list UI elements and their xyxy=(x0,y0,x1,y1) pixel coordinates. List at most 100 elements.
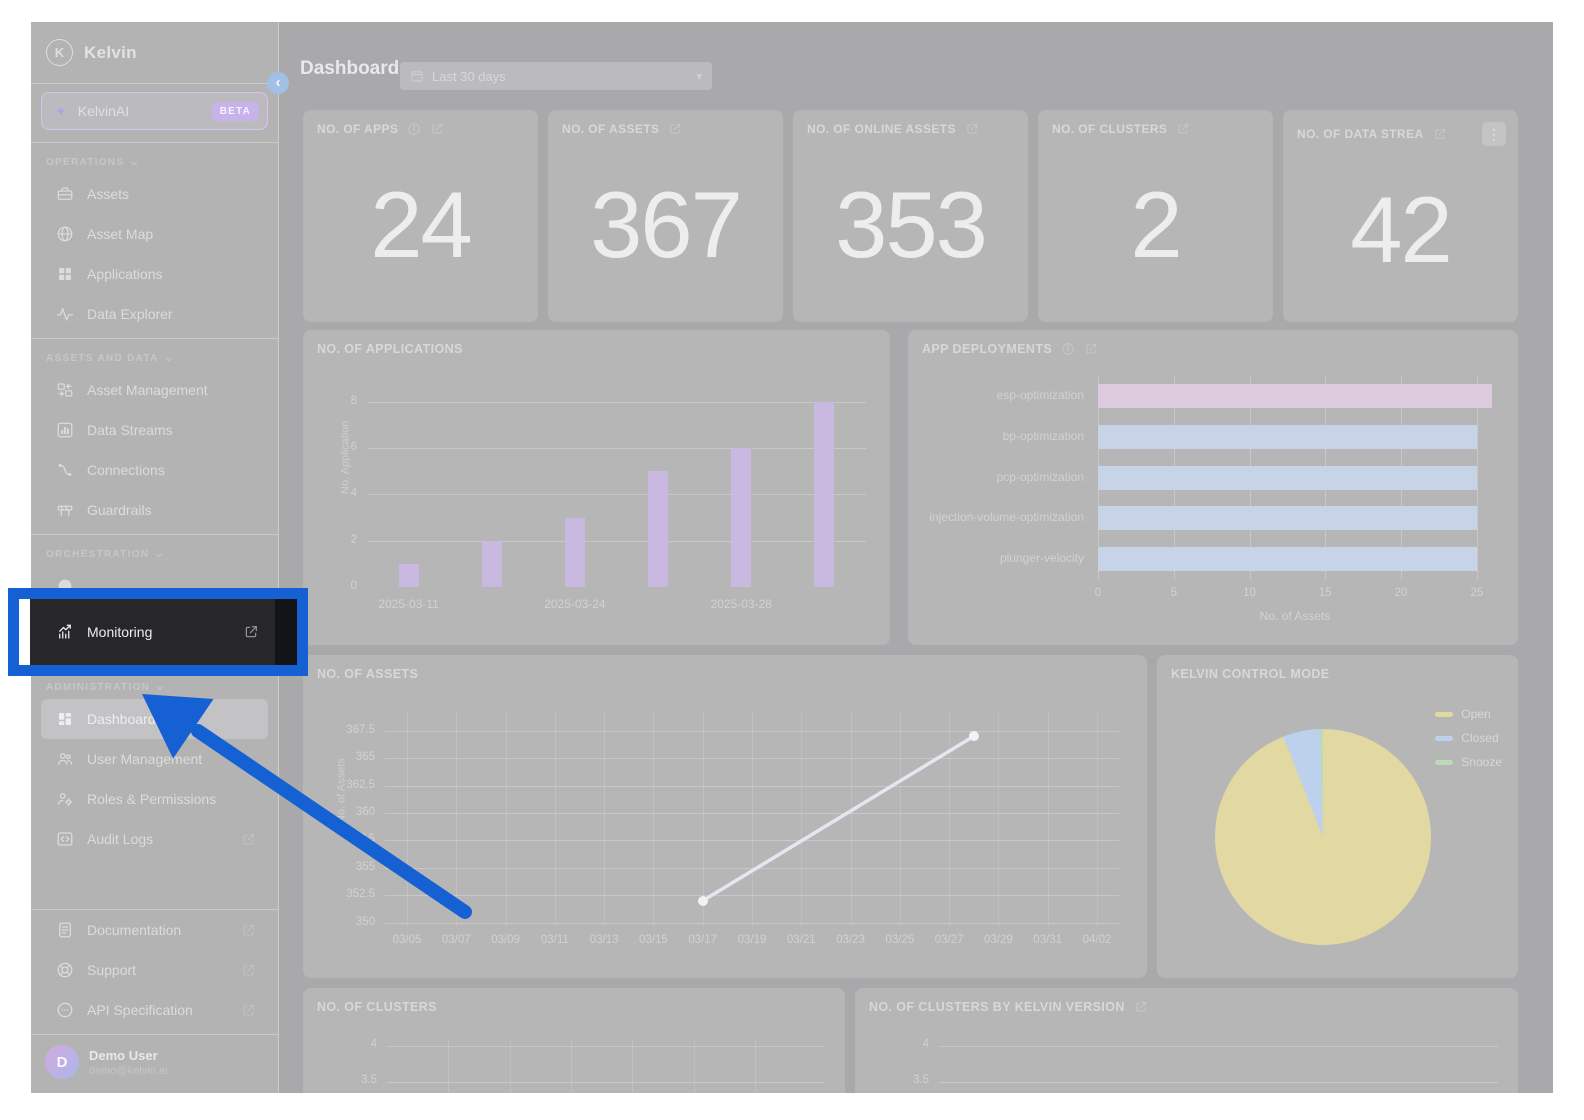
bar-plot: 0 2 4 6 8 2025-03-11 2025-03-24 2025-03-28 xyxy=(351,388,866,611)
sidebar-collapse-button[interactable]: ‹ xyxy=(267,72,289,94)
stat-card-title: NO. OF CLUSTERS xyxy=(1052,122,1168,136)
legend: Open Closed Snooze xyxy=(1435,707,1502,769)
sidebar-item-kelvinai[interactable]: ✦ KelvinAI BETA xyxy=(41,92,268,130)
hbar-category-label: pcp-optimization xyxy=(996,469,1084,484)
external-link-icon xyxy=(241,1003,256,1018)
legend-item-open[interactable]: Open xyxy=(1435,707,1502,721)
gridline xyxy=(387,1082,825,1083)
y-tick-label: 367.5 xyxy=(346,723,375,736)
gridline xyxy=(554,711,556,926)
assets-trend-chart-card: NO. OF ASSETS No. of Assets 367.5 365 362.5 3… xyxy=(303,655,1147,978)
external-link-icon[interactable] xyxy=(1433,127,1447,141)
sidebar-item-label: Roles & Permissions xyxy=(87,791,217,807)
app-deployments-chart-card: APP DEPLOYMENTS 0 5 10 15 20 25 esp-optimizatio… xyxy=(908,330,1518,645)
sidebar-item-audit-logs[interactable]: Audit Logs xyxy=(41,819,268,859)
sidebar-item-connections[interactable]: Connections xyxy=(41,450,268,490)
x-tick-label: 2025-03-28 xyxy=(710,597,772,611)
sidebar-item-data-streams[interactable]: Data Streams xyxy=(41,410,268,450)
audit-logs-icon xyxy=(56,830,74,848)
stat-card-value: 353 xyxy=(835,172,988,277)
legend-item-snooze[interactable]: Snooze xyxy=(1435,755,1502,769)
x-tick-label: 03/05 xyxy=(392,934,422,946)
sidebar-item-data-explorer[interactable]: Data Explorer xyxy=(41,294,268,334)
sidebar-item-api-specification[interactable]: API Specification xyxy=(41,990,268,1030)
legend-swatch xyxy=(1435,759,1454,765)
external-link-icon[interactable] xyxy=(430,122,444,136)
legend-item-closed[interactable]: Closed xyxy=(1435,731,1502,745)
sidebar-item-roles-permissions[interactable]: Roles & Permissions xyxy=(41,779,268,819)
sparkles-icon: ✦ xyxy=(55,103,67,119)
nav-sections: OPERATIONS Assets Asset Map Applications Dat… xyxy=(31,143,278,1093)
user-profile[interactable]: D Demo User demo@kelvin.ai xyxy=(31,1035,278,1093)
external-link-icon[interactable] xyxy=(668,122,682,136)
section-label-orchestration[interactable]: ORCHESTRATION xyxy=(31,535,278,566)
stat-card-no-of-assets: NO. OF ASSETS 367 xyxy=(548,110,783,322)
kebab-menu-icon[interactable]: ⋮ xyxy=(1482,122,1506,146)
kelvin-logo-icon: K xyxy=(46,39,73,66)
section-label-administration[interactable]: ADMINISTRATION xyxy=(31,668,278,699)
y-tick-label: 350 xyxy=(355,915,375,928)
hbar-category-label: esp-optimization xyxy=(996,388,1084,403)
stat-card-no-of-online-assets: NO. OF ONLINE ASSETS 353 xyxy=(793,110,1028,322)
hbar-category-label: injection-volume-optimization xyxy=(929,510,1084,525)
section-label-assets-and-data[interactable]: ASSETS AND DATA xyxy=(31,339,278,370)
data-point xyxy=(697,895,708,906)
annotation-highlight-box: Monitoring xyxy=(8,588,308,676)
sidebar-item-asset-map[interactable]: Asset Map xyxy=(41,214,268,254)
bar xyxy=(731,448,752,587)
x-tick-label: 03/07 xyxy=(441,934,471,946)
gridline xyxy=(367,494,866,496)
y-axis-label: No. Application xyxy=(339,420,352,494)
gridline xyxy=(1476,376,1478,579)
pie-chart xyxy=(1215,729,1431,945)
external-link-icon[interactable] xyxy=(1084,342,1098,356)
section-label-operations[interactable]: OPERATIONS xyxy=(31,143,278,174)
legend-label: Open xyxy=(1461,707,1491,721)
gridline xyxy=(570,1038,572,1093)
data-explorer-icon xyxy=(56,305,74,323)
x-tick-label: 0 xyxy=(1094,587,1102,599)
sidebar-item-documentation[interactable]: Documentation xyxy=(41,910,268,950)
connections-icon xyxy=(56,461,74,479)
data-streams-icon xyxy=(56,421,74,439)
x-tick-label: 10 xyxy=(1243,587,1256,599)
gridline xyxy=(702,711,704,926)
legend-swatch xyxy=(1435,711,1454,717)
sidebar-item-assets[interactable]: Assets xyxy=(41,174,268,214)
sidebar-item-support[interactable]: Support xyxy=(41,950,268,990)
clusters-by-version-chart-card: NO. OF CLUSTERS BY KELVIN VERSION 4 3.5 xyxy=(855,988,1518,1093)
sidebar: K Kelvin · ✦ KelvinAI BETA OPERATIONS Ass… xyxy=(31,22,279,1093)
sidebar-item-monitoring[interactable]: Monitoring xyxy=(30,599,275,665)
sidebar-item-guardrails[interactable]: Guardrails xyxy=(41,490,268,530)
date-range-dropdown[interactable]: Last 30 days ▾ xyxy=(400,62,712,90)
logo-trademark-dot: · xyxy=(147,47,151,58)
sidebar-item-dashboard[interactable]: Dashboard xyxy=(41,699,268,739)
sidebar-item-label: API Specification xyxy=(87,1002,193,1018)
sidebar-item-asset-management[interactable]: Asset Management xyxy=(41,370,268,410)
external-link-icon[interactable] xyxy=(965,122,979,136)
sidebar-item-label: Asset Map xyxy=(87,226,154,242)
gridline xyxy=(998,711,1000,926)
stat-card-title: NO. OF ONLINE ASSETS xyxy=(807,122,956,136)
gridline xyxy=(1096,711,1098,926)
stat-card-value: 2 xyxy=(1130,172,1182,277)
y-tick-label: 4 xyxy=(370,1038,377,1050)
clipped-plot: 4 3.5 xyxy=(913,1038,1498,1093)
gridline xyxy=(754,1038,756,1093)
gridline xyxy=(939,1082,1498,1083)
gridline xyxy=(509,1038,511,1093)
gridline xyxy=(505,711,507,926)
x-tick-label: 03/17 xyxy=(688,934,718,946)
page-title: Dashboard xyxy=(300,58,400,79)
external-link-icon[interactable] xyxy=(1134,1000,1148,1014)
chart-title: KELVIN CONTROL MODE xyxy=(1171,667,1330,681)
line-plot: 367.5 365 362.5 360 357.5 355 352.5 350 03/05 03/… xyxy=(346,711,1119,946)
sidebar-item-user-management[interactable]: User Management xyxy=(41,739,268,779)
external-link-icon[interactable] xyxy=(1176,122,1190,136)
gridline xyxy=(385,922,1119,924)
x-tick-label: 03/31 xyxy=(1033,934,1063,946)
data-point xyxy=(968,731,979,742)
gridline xyxy=(387,1046,825,1047)
sidebar-item-applications[interactable]: Applications xyxy=(41,254,268,294)
x-tick-label: 03/13 xyxy=(589,934,619,946)
